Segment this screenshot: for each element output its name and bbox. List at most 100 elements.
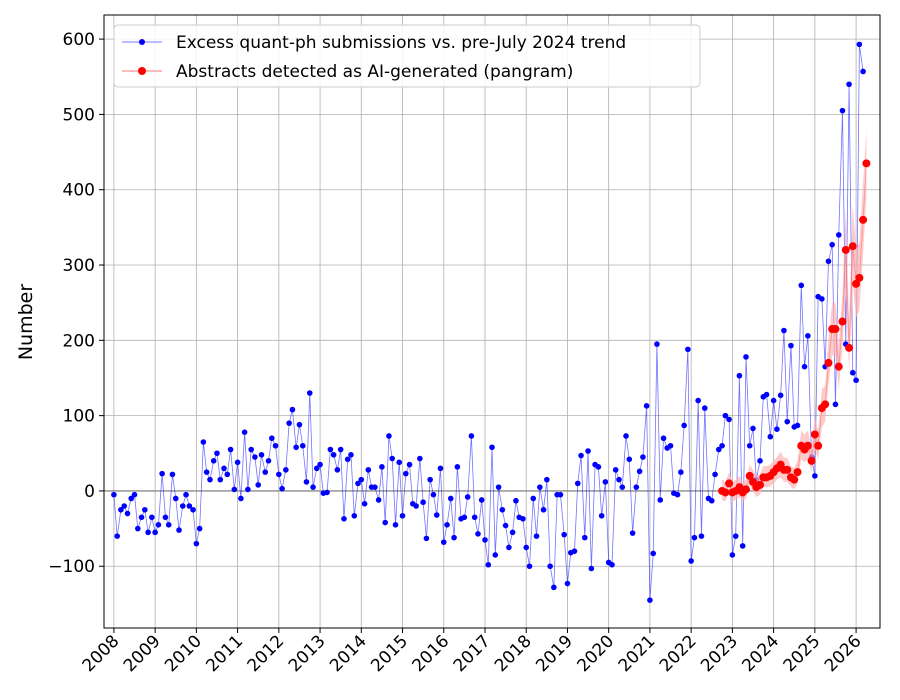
data-point [767,433,774,440]
data-point [561,531,567,538]
data-point [379,464,385,470]
x-tick-label: 2019 [532,631,577,676]
data-point [299,442,306,449]
data-point [757,458,763,464]
data-point [118,506,124,513]
data-point [111,491,117,498]
data-point [138,514,145,521]
data-point [523,544,530,551]
data-point [801,363,808,370]
data-point [557,491,564,498]
x-tick-label: 2010 [161,631,206,676]
data-point [489,444,495,451]
data-point [835,232,842,238]
data-point [745,471,754,480]
data-point [451,534,457,541]
data-point [262,469,269,475]
data-point [183,491,189,498]
legend-label: Abstracts detected as AI-generated (pang… [176,62,573,82]
data-point [788,342,794,349]
data-point [502,522,509,529]
data-point [169,471,176,478]
data-point [330,451,337,458]
data-point [819,296,825,302]
data-point [152,529,158,536]
data-point [324,489,330,496]
data-point [334,467,341,473]
data-point [179,503,186,509]
data-point [475,531,481,537]
confidence-band [722,129,867,502]
data-point [471,514,478,521]
data-point [812,473,818,479]
data-point [530,495,537,502]
data-point [691,534,698,541]
data-point [224,471,231,478]
data-point [698,533,705,539]
data-point [526,563,533,570]
data-point [386,433,392,439]
data-point [805,333,811,339]
data-point [623,433,629,439]
data-point [660,435,667,442]
data-point [860,68,866,75]
data-point [756,480,765,489]
data-point [406,461,413,468]
data-point [598,512,605,519]
data-point [255,482,262,488]
x-tick-label: 2020 [573,631,618,676]
data-point [172,495,179,502]
data-point [784,418,791,425]
data-point [499,506,506,513]
data-point [821,400,830,409]
y-tick-label: 300 [63,256,95,276]
data-point [413,503,419,509]
data-point [774,426,780,432]
data-point [149,514,155,521]
data-point [341,516,347,522]
data-point [551,584,557,591]
data-point [595,464,602,470]
data-point [375,497,382,503]
data-point [736,372,743,379]
data-point [781,327,787,334]
data-point [193,540,200,547]
x-tick-label: 2017 [450,631,495,676]
data-point [382,519,389,526]
data-point [423,535,430,542]
data-point [619,484,626,490]
data-point [708,497,715,504]
data-point [454,464,461,470]
data-point [306,390,313,396]
x-tick-label: 2011 [202,631,247,676]
data-point [214,450,220,457]
data-point [571,548,578,554]
data-point [337,446,344,453]
data-point [831,325,840,334]
data-point [447,495,454,502]
data-point [681,422,687,429]
data-point [581,534,588,541]
data-point [303,479,310,485]
data-point [715,446,722,453]
x-tick-label: 2023 [697,631,742,676]
data-point [829,241,835,248]
data-point [142,506,148,513]
data-point [245,486,251,493]
data-point [564,580,571,587]
data-point [351,512,358,519]
data-point [155,522,162,528]
data-point [695,397,701,404]
data-point [276,471,282,478]
legend-swatch-marker [138,67,146,75]
data-point [227,446,234,453]
data-point [832,401,839,408]
data-point [399,512,406,519]
data-point [200,439,207,445]
data-point [344,456,351,463]
data-point [770,397,777,404]
x-tick-label: 2026 [821,631,866,676]
data-point [612,467,619,473]
data-point [547,563,553,570]
data-point [358,476,365,483]
